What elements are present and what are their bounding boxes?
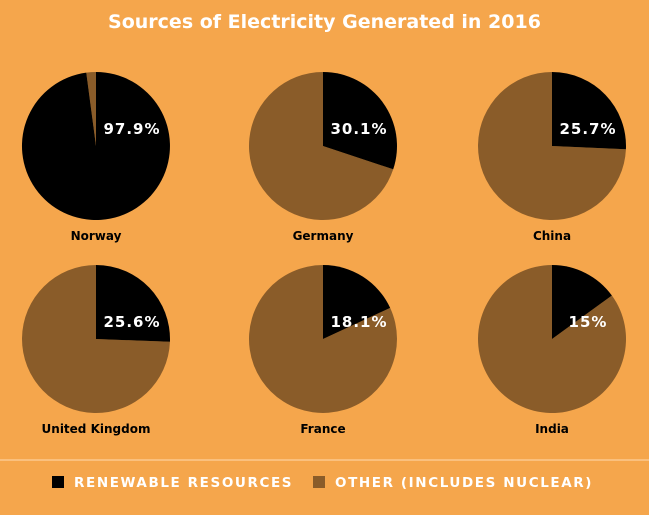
pie-value-label-india: 15% bbox=[569, 313, 608, 331]
pie-country-label-united-kingdom: United Kingdom bbox=[42, 422, 151, 436]
pie-value-label-france: 18.1% bbox=[330, 313, 387, 331]
legend-swatch-renewable bbox=[52, 476, 64, 488]
pie-slice-other-united-kingdom bbox=[22, 265, 170, 413]
pie-slice-renewable-united-kingdom bbox=[96, 265, 171, 342]
pie-france: 18.1% France bbox=[248, 265, 397, 436]
chart-title: Sources of Electricity Generated in 2016 bbox=[108, 11, 541, 33]
legend-label-renewable: RENEWABLE RESOURCES bbox=[74, 475, 293, 491]
pie-slice-renewable-norway bbox=[21, 72, 170, 221]
pie-slice-renewable-india bbox=[552, 265, 612, 339]
pie-norway: 97.9% Norway bbox=[21, 72, 170, 243]
pie-slice-other-china bbox=[478, 72, 626, 220]
pie-united-kingdom: 25.6% United Kingdom bbox=[22, 265, 171, 436]
pie-slice-other-norway bbox=[86, 72, 96, 146]
pie-slice-other-germany bbox=[248, 71, 394, 220]
pie-country-label-norway: Norway bbox=[71, 229, 122, 243]
pie-value-label-germany: 30.1% bbox=[330, 120, 387, 138]
pie-value-label-norway: 97.9% bbox=[103, 120, 160, 138]
pie-slice-renewable-germany bbox=[323, 72, 397, 170]
pie-country-label-germany: Germany bbox=[293, 229, 354, 243]
legend-label-other: OTHER (INCLUDES NUCLEAR) bbox=[335, 475, 593, 491]
legend-swatch-other bbox=[313, 476, 325, 488]
pie-germany: 30.1% Germany bbox=[248, 71, 397, 243]
pie-slice-renewable-france bbox=[323, 265, 391, 339]
pies-layer: 97.9% Norway 30.1% Germany 25.7% China 25.6% Un… bbox=[21, 71, 627, 436]
pie-slice-other-france bbox=[248, 265, 397, 414]
pie-india: 15% India bbox=[478, 265, 627, 436]
pie-slice-other-india bbox=[478, 265, 627, 413]
pie-country-label-india: India bbox=[535, 422, 569, 436]
pie-country-label-france: France bbox=[300, 422, 345, 436]
pie-slice-renewable-china bbox=[552, 72, 627, 150]
pie-value-label-united-kingdom: 25.6% bbox=[103, 313, 160, 331]
pie-china: 25.7% China bbox=[478, 72, 627, 243]
legend: RENEWABLE RESOURCES OTHER (INCLUDES NUCL… bbox=[52, 475, 593, 491]
pie-value-label-china: 25.7% bbox=[559, 120, 616, 138]
pie-country-label-china: China bbox=[533, 229, 571, 243]
